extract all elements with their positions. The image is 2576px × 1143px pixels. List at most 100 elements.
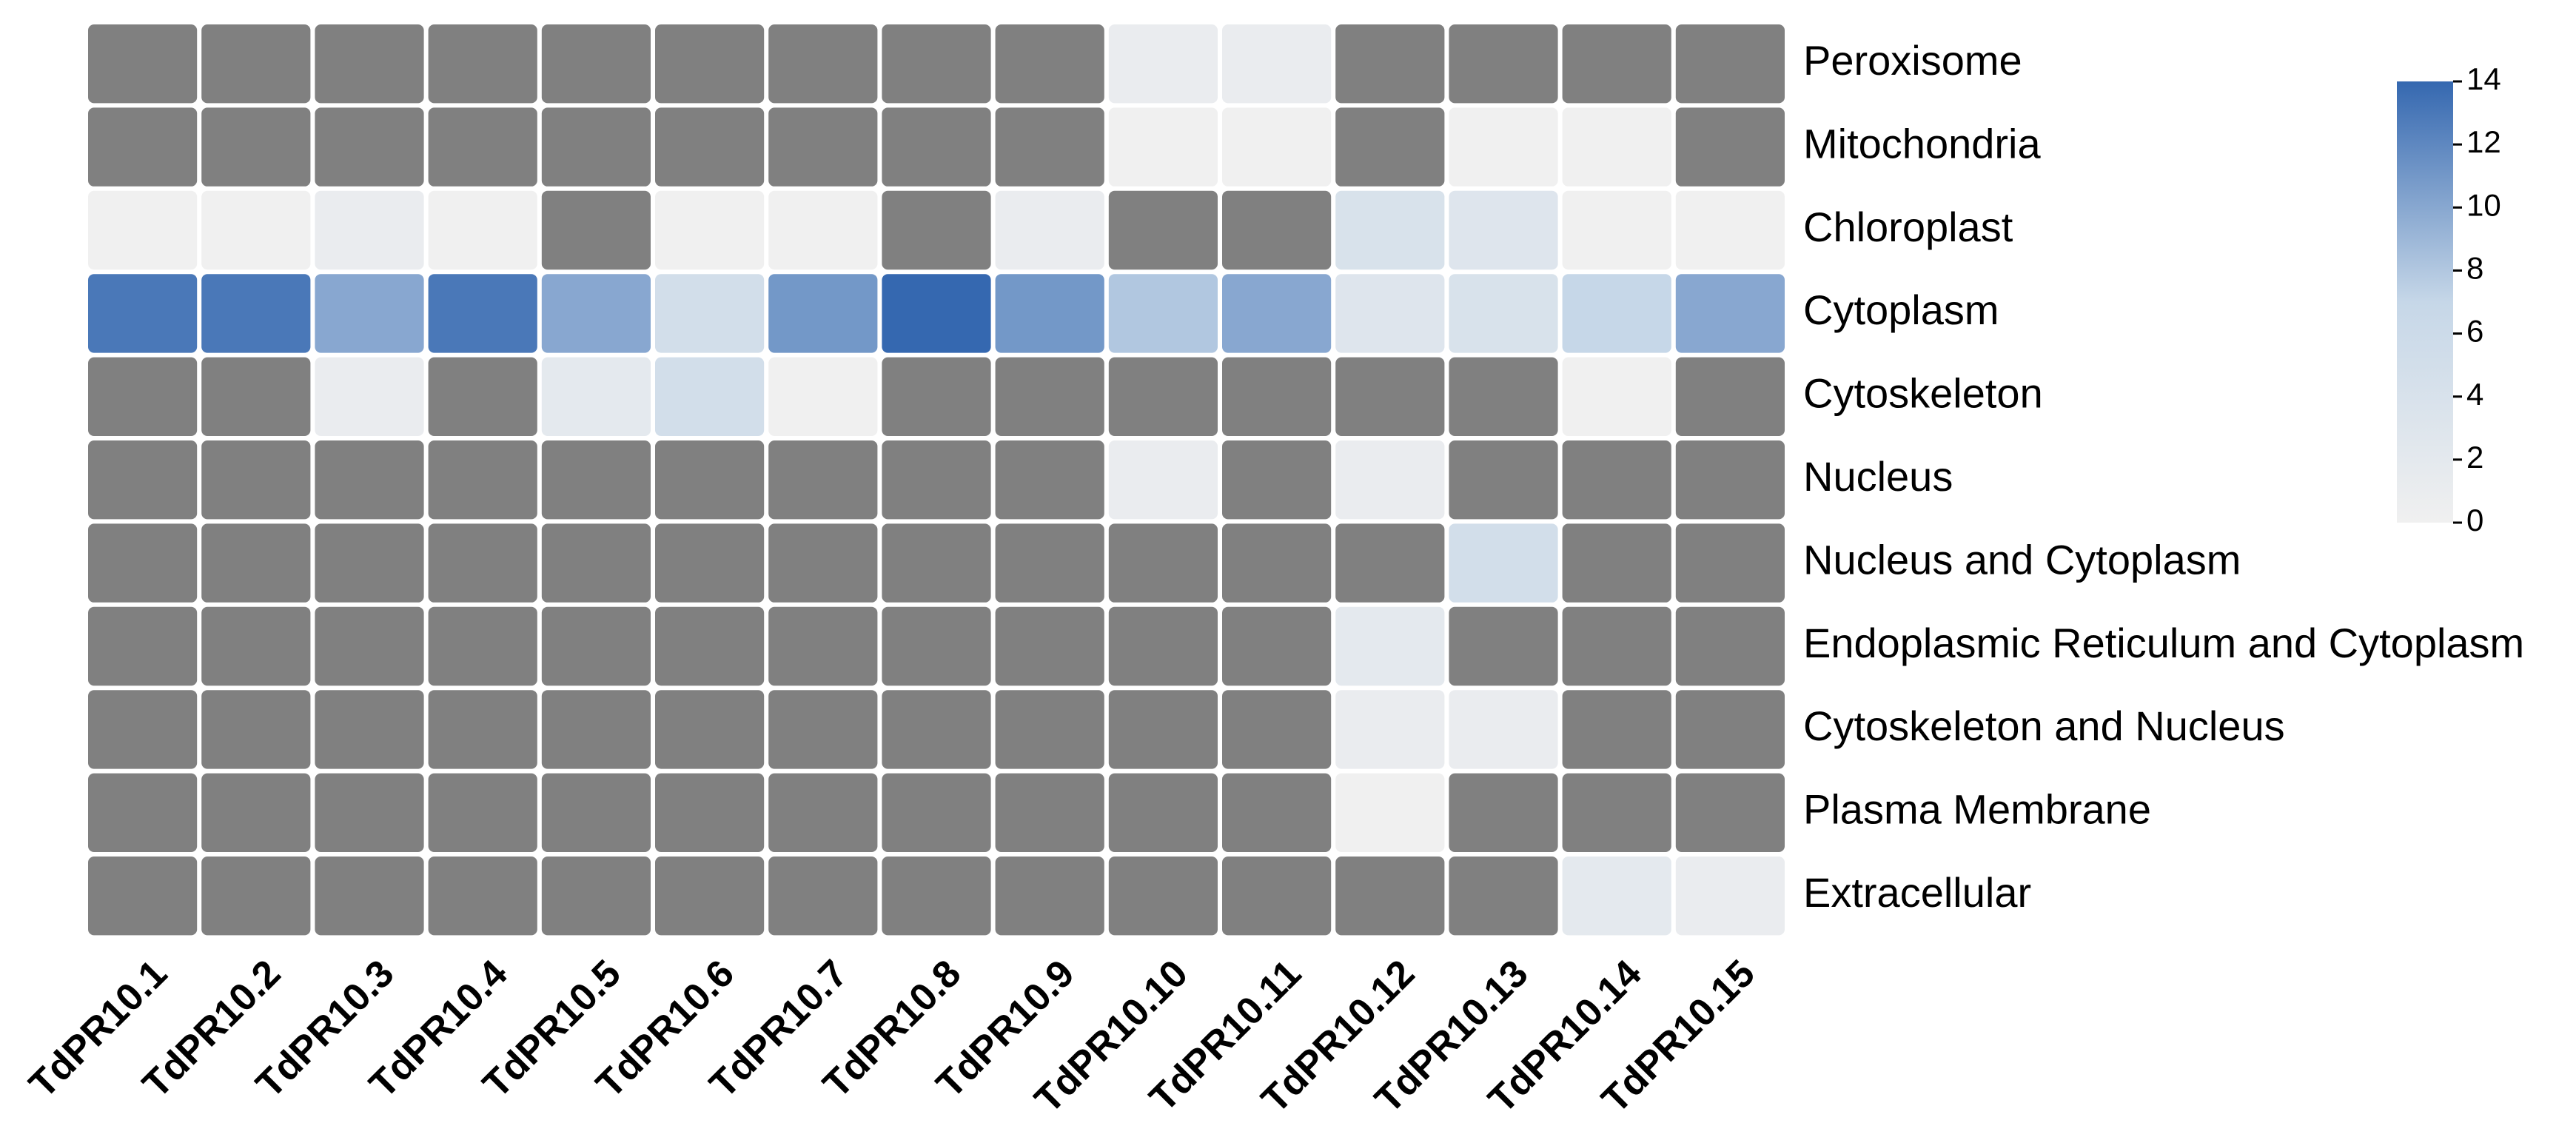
heatmap-cell bbox=[428, 523, 537, 603]
heatmap-cell bbox=[768, 690, 878, 769]
heatmap-cell bbox=[995, 773, 1104, 852]
heatmap-cell bbox=[1562, 857, 1671, 936]
heatmap-cell bbox=[768, 274, 878, 353]
heatmap-cell bbox=[1222, 107, 1332, 187]
row-label: Nucleus and Cytoplasm bbox=[1803, 536, 2241, 583]
heatmap-cell bbox=[1449, 190, 1558, 270]
heatmap-cell bbox=[1222, 773, 1332, 852]
heatmap-cell bbox=[768, 357, 878, 436]
heatmap-cell bbox=[1449, 24, 1558, 104]
heatmap-cell bbox=[315, 773, 424, 852]
heatmap-cell bbox=[882, 440, 991, 520]
heatmap-cell bbox=[1675, 690, 1785, 769]
heatmap-cell bbox=[541, 24, 651, 104]
heatmap-cell bbox=[1449, 274, 1558, 353]
heatmap-cell bbox=[1675, 24, 1785, 104]
heatmap-cell bbox=[768, 773, 878, 852]
heatmap-cell bbox=[201, 440, 311, 520]
heatmap-cell bbox=[882, 190, 991, 270]
heatmap-cell bbox=[882, 274, 991, 353]
heatmap-cell bbox=[201, 357, 311, 436]
heatmap-cell bbox=[655, 773, 765, 852]
heatmap-cell bbox=[1449, 440, 1558, 520]
heatmap-cell bbox=[1675, 357, 1785, 436]
heatmap-cell bbox=[995, 357, 1104, 436]
row-label: Extracellular bbox=[1803, 869, 2031, 916]
heatmap-cell bbox=[1675, 523, 1785, 603]
heatmap-cell bbox=[428, 107, 537, 187]
heatmap-cell bbox=[768, 606, 878, 686]
heatmap-cell bbox=[655, 440, 765, 520]
heatmap-cell bbox=[1335, 523, 1445, 603]
heatmap-cell bbox=[1222, 523, 1332, 603]
heatmap-cell bbox=[1222, 357, 1332, 436]
heatmap-cell bbox=[315, 690, 424, 769]
heatmap-cell bbox=[1108, 773, 1218, 852]
heatmap-cell bbox=[1675, 773, 1785, 852]
colorbar-tick-label: 8 bbox=[2466, 251, 2483, 286]
heatmap-cell bbox=[315, 107, 424, 187]
heatmap-cell bbox=[201, 606, 311, 686]
heatmap-cell bbox=[1675, 190, 1785, 270]
heatmap-cell bbox=[1675, 440, 1785, 520]
heatmap-cell bbox=[1222, 857, 1332, 936]
heatmap-cell bbox=[768, 857, 878, 936]
row-label: Peroxisome bbox=[1803, 37, 2022, 84]
heatmap-cell bbox=[88, 523, 198, 603]
heatmap-cell bbox=[88, 690, 198, 769]
heatmap-cell bbox=[1108, 357, 1218, 436]
heatmap-cell bbox=[882, 857, 991, 936]
heatmap-cell bbox=[541, 357, 651, 436]
heatmap-cells bbox=[88, 24, 1785, 936]
heatmap-cell bbox=[201, 107, 311, 187]
heatmap-cell bbox=[541, 440, 651, 520]
row-labels: Peroxisome Mitochondria Chloroplast Cytopla… bbox=[1803, 37, 2524, 916]
heatmap-cell bbox=[1675, 107, 1785, 187]
heatmap-cell bbox=[88, 606, 198, 686]
heatmap-cell bbox=[88, 857, 198, 936]
column-labels: TdPR10.1TdPR10.2TdPR10.3TdPR10.4TdPR10.5… bbox=[21, 952, 1763, 1122]
heatmap-cell bbox=[88, 190, 198, 270]
heatmap-cell bbox=[88, 107, 198, 187]
heatmap-cell bbox=[768, 24, 878, 104]
colorbar-tick-label: 12 bbox=[2466, 124, 2501, 159]
heatmap-cell bbox=[1222, 440, 1332, 520]
heatmap-cell bbox=[428, 357, 537, 436]
heatmap-cell bbox=[768, 440, 878, 520]
heatmap-cell bbox=[882, 24, 991, 104]
heatmap-cell bbox=[88, 357, 198, 436]
heatmap-cell bbox=[541, 606, 651, 686]
heatmap-cell bbox=[315, 523, 424, 603]
heatmap-cell bbox=[655, 690, 765, 769]
heatmap-cell bbox=[541, 773, 651, 852]
row-label: Cytoskeleton and Nucleus bbox=[1803, 703, 2285, 749]
heatmap-cell bbox=[655, 857, 765, 936]
colorbar-tick-label: 14 bbox=[2466, 61, 2501, 96]
colorbar-tick-label: 2 bbox=[2466, 440, 2483, 475]
heatmap-cell bbox=[428, 440, 537, 520]
heatmap-cell bbox=[1335, 274, 1445, 353]
heatmap-cell bbox=[428, 857, 537, 936]
heatmap-cell bbox=[1335, 190, 1445, 270]
heatmap-cell bbox=[315, 24, 424, 104]
colorbar: 0 2 4 6 8 10 12 14 bbox=[2397, 61, 2501, 537]
heatmap-cell bbox=[1222, 190, 1332, 270]
heatmap-cell bbox=[1222, 690, 1332, 769]
heatmap-cell bbox=[655, 523, 765, 603]
heatmap-cell bbox=[995, 274, 1104, 353]
heatmap-cell bbox=[882, 523, 991, 603]
heatmap-cell bbox=[1449, 523, 1558, 603]
heatmap-cell bbox=[882, 690, 991, 769]
heatmap-cell bbox=[1108, 440, 1218, 520]
row-label: Nucleus bbox=[1803, 453, 1953, 500]
heatmap-cell bbox=[315, 190, 424, 270]
heatmap-cell bbox=[315, 857, 424, 936]
row-label: Mitochondria bbox=[1803, 120, 2041, 167]
heatmap-cell bbox=[201, 857, 311, 936]
heatmap-cell bbox=[1222, 274, 1332, 353]
heatmap-cell bbox=[655, 107, 765, 187]
colorbar-ticks: 0 2 4 6 8 10 12 14 bbox=[2453, 61, 2501, 537]
heatmap-cell bbox=[1562, 107, 1671, 187]
heatmap-cell bbox=[768, 190, 878, 270]
